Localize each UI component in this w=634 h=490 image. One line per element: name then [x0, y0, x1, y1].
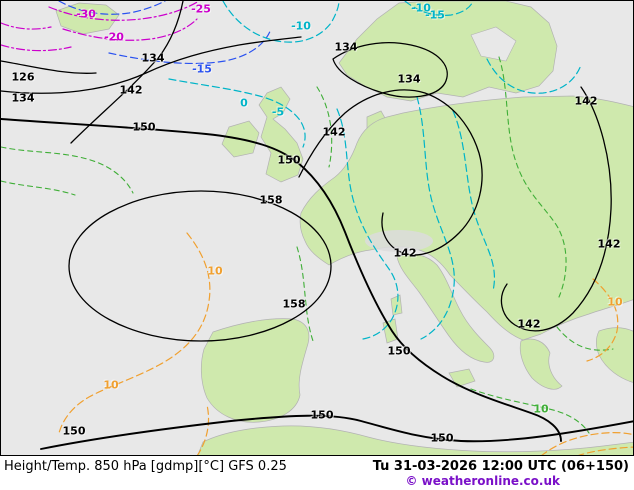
footer-bar: Height/Temp. 850 hPa [gdmp][°C] GFS 0.25…: [0, 456, 634, 490]
copyright-link[interactable]: © weatheronline.co.uk: [405, 474, 560, 488]
map-area: 126 134 134 142 150 134 134 142 150 158 158 142 150 1…: [0, 0, 634, 456]
valid-time: Tu 31-03-2026 12:00 UTC (06+150): [372, 459, 629, 474]
parameter-title: Height/Temp. 850 hPa [gdmp][°C] GFS 0.25: [4, 459, 287, 474]
map-svg: [1, 1, 633, 455]
temperature-contours: [1, 1, 633, 455]
landmasses: [55, 1, 633, 455]
height-contours: [1, 1, 633, 450]
